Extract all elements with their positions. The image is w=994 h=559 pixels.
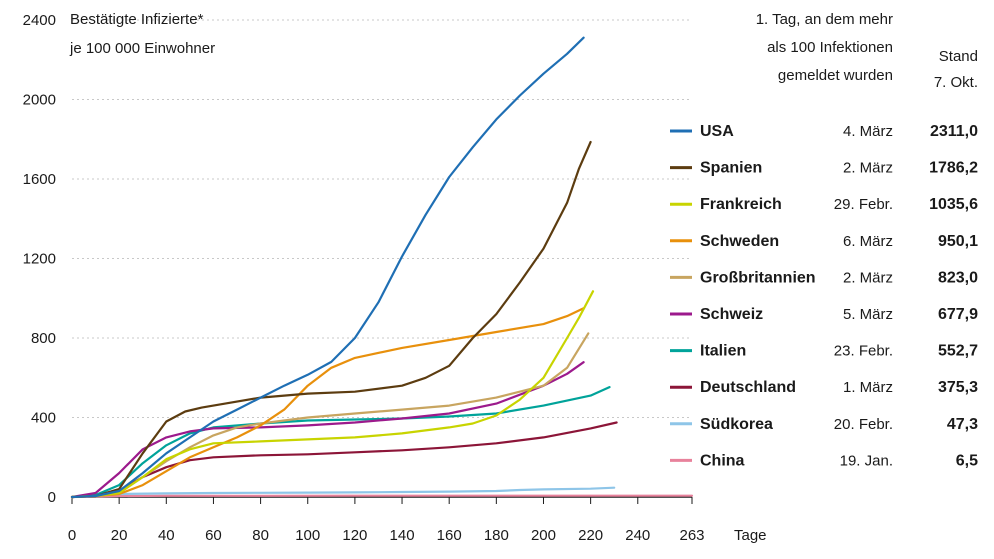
y-tick-label: 400 — [31, 410, 56, 427]
series-lines — [70, 36, 694, 499]
x-tick-label: 80 — [252, 527, 269, 544]
legend: USA 4. März 2311,0 Spanien 2. März 1786,2 Fran… — [670, 123, 978, 469]
legend-date: 1. März — [843, 379, 893, 396]
legend-date: 23. Febr. — [834, 343, 893, 360]
y-tick-label: 1600 — [23, 171, 56, 188]
chart-title-line-1: Bestätigte Infizierte* — [70, 11, 204, 28]
series-line-italien — [70, 386, 611, 499]
legend-value: 1035,6 — [929, 196, 978, 213]
y-tick-label: 2000 — [23, 92, 56, 109]
legend-name: Italien — [700, 343, 746, 360]
y-tick-label: 1200 — [23, 251, 56, 268]
x-tick-label: 20 — [111, 527, 128, 544]
x-tick-label: 263 — [679, 527, 704, 544]
series-line-südkorea — [70, 486, 616, 499]
legend-date: 4. März — [843, 123, 893, 140]
x-tick-label: 160 — [437, 527, 462, 544]
x-axis-label: Tage — [734, 527, 767, 544]
series-line-china — [70, 494, 694, 499]
legend-date: 2. März — [843, 160, 893, 177]
legend-value: 6,5 — [956, 452, 978, 469]
legend-header-date-line-3: gemeldet wurden — [778, 67, 893, 84]
series-line-usa — [70, 36, 585, 499]
x-tick-label: 40 — [158, 527, 175, 544]
legend-date: 5. März — [843, 306, 893, 323]
legend-name: Großbritannien — [700, 269, 816, 286]
legend-value: 552,7 — [938, 343, 978, 360]
series-line-spanien — [70, 140, 592, 499]
legend-name: Frankreich — [700, 196, 782, 213]
x-tick-label: 180 — [484, 527, 509, 544]
legend-value: 823,0 — [938, 269, 978, 286]
y-tick-label: 2400 — [23, 12, 56, 29]
legend-date: 20. Febr. — [834, 416, 893, 433]
x-axis-ticks: 0 20 40 60 80 100 120 140 160 180 200 220 240 263 — [68, 497, 705, 544]
legend-date: 29. Febr. — [834, 196, 893, 213]
x-tick-label: 60 — [205, 527, 222, 544]
legend-value: 375,3 — [938, 379, 978, 396]
legend-value: 950,1 — [938, 233, 978, 250]
x-tick-label: 140 — [390, 527, 415, 544]
series-line-schweden — [70, 307, 585, 499]
legend-header-value-line-1: Stand — [939, 48, 978, 65]
y-axis-ticks: 0 400 800 1200 1600 2000 2400 — [23, 12, 56, 506]
chart-title-line-2: je 100 000 Einwohner — [69, 40, 215, 57]
x-tick-label: 220 — [578, 527, 603, 544]
legend-header-date-line-1: 1. Tag, an dem mehr — [756, 11, 893, 28]
legend-date: 2. März — [843, 269, 893, 286]
legend-name: China — [700, 452, 745, 469]
y-tick-label: 800 — [31, 330, 56, 347]
series-line-schweiz — [70, 361, 585, 499]
legend-date: 6. März — [843, 233, 893, 250]
legend-header-date-line-2: als 100 Infektionen — [767, 39, 893, 56]
legend-name: Schweden — [700, 233, 779, 250]
series-line-deutschland — [70, 421, 618, 499]
legend-name: Schweiz — [700, 306, 763, 323]
x-tick-label: 200 — [531, 527, 556, 544]
legend-name: Südkorea — [700, 416, 773, 433]
legend-header-value-line-2: 7. Okt. — [934, 74, 978, 91]
x-tick-label: 100 — [295, 527, 320, 544]
legend-value: 47,3 — [947, 416, 978, 433]
legend-date: 19. Jan. — [840, 452, 893, 469]
x-tick-label: 240 — [625, 527, 650, 544]
x-tick-label: 120 — [342, 527, 367, 544]
legend-name: Deutschland — [700, 379, 796, 396]
series-line-frankreich — [70, 290, 595, 499]
grid-lines — [72, 19, 692, 498]
legend-name: USA — [700, 123, 734, 140]
legend-value: 2311,0 — [930, 123, 978, 140]
y-tick-label: 0 — [48, 489, 56, 506]
legend-value: 1786,2 — [929, 160, 978, 177]
x-tick-label: 0 — [68, 527, 76, 544]
legend-name: Spanien — [700, 160, 762, 177]
legend-value: 677,9 — [938, 306, 978, 323]
